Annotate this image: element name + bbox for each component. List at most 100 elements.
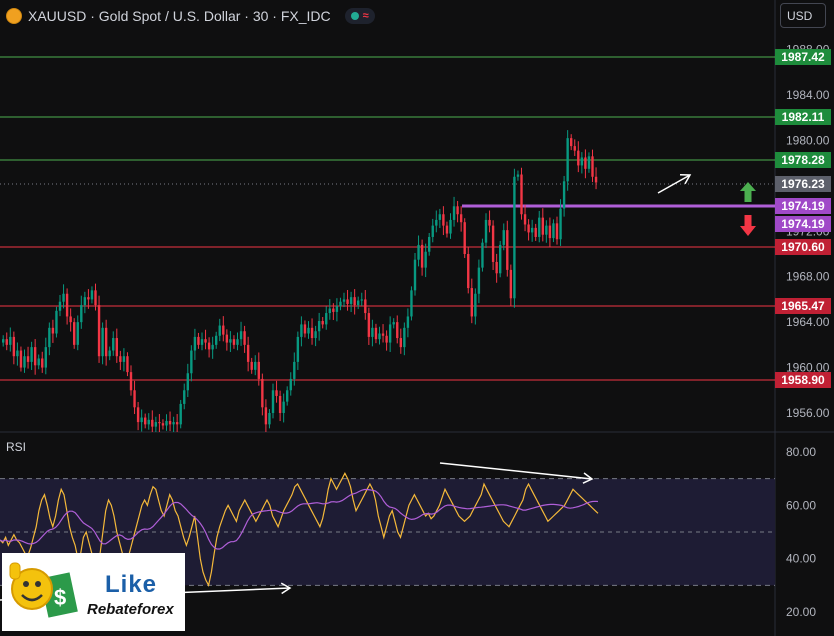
candle-body	[119, 356, 122, 362]
candle-body	[467, 254, 470, 289]
candle-body	[314, 331, 317, 339]
candle-body	[445, 225, 449, 234]
candle-body	[9, 336, 12, 345]
candle-body	[282, 401, 285, 413]
red-down-arrow-icon	[740, 215, 756, 236]
candle-body	[573, 146, 576, 151]
price-tick-label: 1968.00	[786, 270, 830, 284]
candle-body	[357, 300, 360, 306]
candle-body	[115, 338, 118, 357]
rsi-divergence-arrow[interactable]	[439, 462, 593, 480]
candle-body	[559, 208, 562, 240]
candle-body	[420, 244, 424, 268]
candle-body	[69, 316, 72, 323]
price-label-current[interactable]: 1976.23	[775, 176, 831, 192]
candle-body	[26, 356, 30, 362]
price-label-green[interactable]: 1978.28	[775, 152, 831, 168]
candle-body	[243, 331, 246, 345]
price-tick-label: 1980.00	[786, 133, 830, 147]
candle-body	[33, 347, 37, 366]
candle-body	[491, 225, 495, 262]
candle-body	[207, 342, 211, 350]
candle-body	[385, 335, 388, 343]
candle-body	[406, 316, 410, 328]
candle-body	[456, 206, 459, 215]
trend-arrow-up-head	[679, 173, 692, 185]
chart-header: XAUUSD · Gold Spot / U.S. Dollar · 30 · …	[6, 6, 375, 26]
candle-body	[278, 395, 282, 413]
candle-body	[261, 378, 264, 408]
candle-body	[16, 350, 19, 357]
symbol-title[interactable]: XAUUSD · Gold Spot / U.S. Dollar · 30 · …	[28, 8, 331, 24]
currency-selector[interactable]: USD	[780, 3, 826, 28]
price-label-red[interactable]: 1958.90	[775, 372, 831, 388]
candle-body	[484, 219, 488, 243]
price-label-purple[interactable]: 1974.19	[775, 216, 831, 232]
price-label-green[interactable]: 1982.11	[775, 109, 831, 125]
candle-body	[151, 419, 154, 427]
candle-body	[591, 156, 594, 177]
candle-body	[555, 223, 559, 240]
candle-body	[584, 157, 587, 169]
candle-body	[300, 324, 303, 337]
candle-body	[413, 259, 417, 291]
rebateforex-logo: $ Like Rebateforex	[2, 553, 185, 631]
market-status-pill[interactable]: ≈	[344, 8, 375, 24]
candle-body	[101, 327, 104, 357]
candle-body	[271, 390, 275, 413]
candle-body	[342, 299, 346, 302]
price-label-purple[interactable]: 1974.19	[775, 198, 831, 214]
candle-body	[5, 339, 8, 345]
candle-body	[442, 214, 445, 226]
price-label-red[interactable]: 1970.60	[775, 239, 831, 255]
candle-body	[200, 339, 204, 345]
rsi-ma-line	[0, 488, 599, 550]
candle-body	[349, 297, 353, 304]
candle-body	[307, 327, 310, 334]
candle-body	[538, 217, 541, 237]
candle-body	[477, 267, 481, 294]
candle-body	[147, 419, 150, 425]
candle-body	[594, 176, 598, 183]
candle-body	[403, 327, 406, 348]
candle-body	[339, 301, 342, 307]
candle-body	[30, 347, 33, 362]
candle-body	[580, 157, 584, 166]
trend-arrow-up[interactable]	[657, 174, 691, 194]
rsi-indicator-label[interactable]: RSI	[6, 440, 27, 454]
price-tick-label: 1960.00	[786, 361, 830, 375]
candle-body	[310, 327, 314, 339]
candle-body	[58, 301, 62, 311]
candle-body	[541, 217, 544, 235]
candle-body	[545, 225, 548, 235]
candle-body	[204, 339, 207, 343]
candle-body	[122, 356, 126, 362]
candle-body	[41, 358, 44, 368]
candle-body	[48, 327, 51, 348]
candle-body	[296, 336, 300, 362]
candle-body	[303, 324, 307, 334]
candle-body	[463, 222, 466, 254]
price-label-red[interactable]: 1965.47	[775, 298, 831, 314]
candle-body	[548, 225, 552, 239]
candle-body	[353, 297, 356, 306]
candle-body	[112, 338, 115, 351]
candle-body	[399, 338, 402, 348]
candle-body	[264, 407, 268, 425]
candle-body	[254, 361, 257, 370]
candle-body	[374, 327, 378, 340]
price-label-green[interactable]: 1987.42	[775, 49, 831, 65]
candle-body	[577, 150, 580, 166]
candle-body	[211, 344, 214, 350]
candle-body	[410, 290, 413, 317]
candle-body	[239, 331, 243, 340]
candle-body	[65, 293, 69, 317]
rsi-tick-label: 20.00	[786, 605, 816, 619]
rsi-low-arrow-head	[280, 582, 292, 595]
candle-body	[275, 390, 278, 396]
candle-body	[80, 305, 83, 323]
candle-body	[431, 225, 434, 237]
candle-body	[562, 181, 566, 209]
candle-body	[371, 327, 374, 337]
